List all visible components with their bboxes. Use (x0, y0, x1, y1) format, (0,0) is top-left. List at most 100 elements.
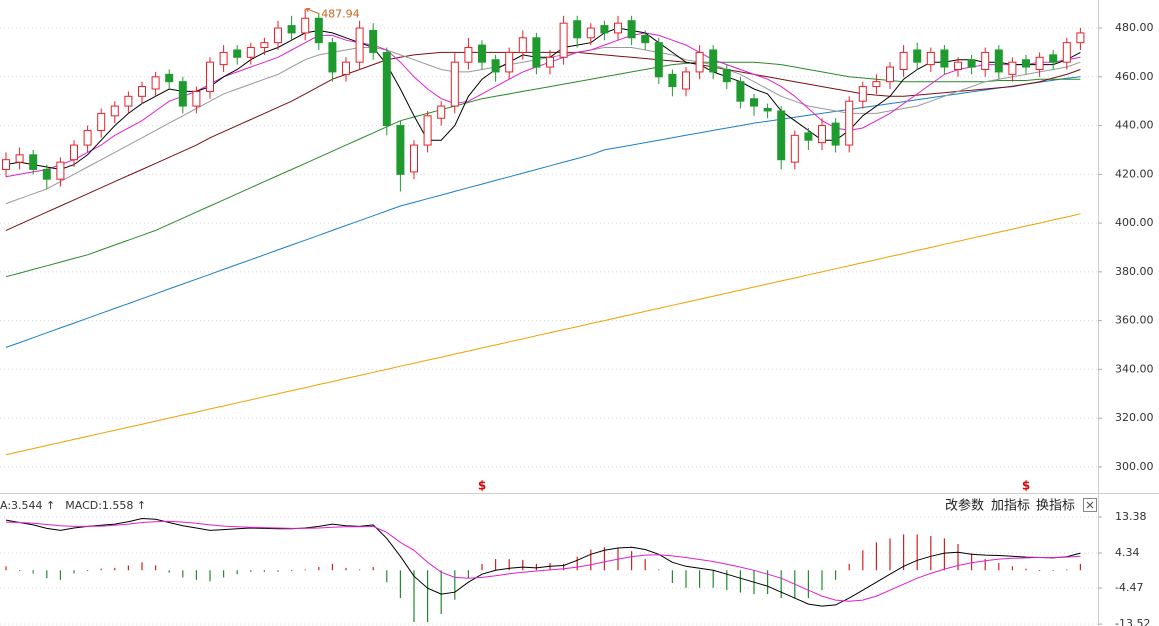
candle-body (355, 27, 364, 63)
candle (994, 45, 1003, 80)
candle-body (206, 61, 214, 92)
close-button[interactable] (1083, 498, 1097, 512)
moving-average-line (5, 47, 1081, 205)
candle-body (981, 51, 990, 70)
candle-body (926, 51, 935, 66)
button-edit-params[interactable]: 改参数 (945, 498, 984, 514)
candle-body (464, 47, 473, 63)
candle (559, 15, 568, 65)
candle (165, 69, 174, 89)
candle-body (396, 125, 405, 175)
candle (233, 45, 242, 65)
moving-average-line (5, 76, 1081, 348)
candle (396, 120, 405, 192)
candle (627, 15, 636, 46)
candle-body (478, 44, 486, 63)
candle-body (29, 154, 38, 170)
candle-body (736, 81, 745, 102)
button-switch-indicator[interactable]: 换指标 (1036, 499, 1075, 514)
candle (260, 37, 269, 55)
candle-body (1035, 56, 1044, 70)
candle-body (600, 25, 609, 34)
candle (886, 62, 894, 89)
candle (763, 103, 772, 119)
candle (124, 91, 133, 114)
y-tick-label: 480.00 (1115, 21, 1154, 34)
candle-body (15, 154, 24, 163)
candle-body (178, 81, 187, 107)
candle (818, 118, 826, 150)
candle-body (750, 98, 758, 107)
candle (464, 37, 473, 70)
indicator-label: A:3.544 ↑ (0, 499, 55, 512)
candle (804, 128, 813, 150)
candle-body (83, 129, 92, 146)
candle-body (614, 22, 622, 34)
candle (967, 54, 976, 75)
candle (899, 45, 908, 77)
candle-body (559, 22, 568, 58)
candle-body (301, 17, 310, 34)
candle (858, 81, 867, 109)
candle-body (382, 51, 391, 127)
y-tick-label: 13.38 (1115, 510, 1147, 523)
candle (478, 40, 486, 70)
candle (15, 147, 24, 170)
candle (2, 152, 10, 177)
candle-body (97, 112, 106, 131)
candle-body (2, 159, 10, 170)
button-add-indicator[interactable]: 加指标 (991, 499, 1030, 514)
moving-average-line (5, 51, 1081, 231)
candle (342, 57, 350, 82)
candle-body (260, 42, 269, 49)
candle (573, 15, 582, 48)
candle-body (532, 37, 541, 68)
candle-body (70, 144, 78, 161)
candle (736, 76, 745, 109)
candle-body (858, 86, 867, 102)
candle (505, 47, 514, 80)
candle-body (586, 27, 595, 39)
candle (641, 30, 650, 50)
candle (654, 37, 663, 85)
candle-body (1049, 54, 1058, 63)
candle (206, 57, 214, 99)
candle-body (450, 61, 459, 107)
candle-body (641, 34, 650, 44)
candle (328, 37, 337, 82)
candle (410, 140, 418, 180)
candle-body (546, 56, 554, 68)
candle-body (369, 29, 378, 53)
candle-body (899, 51, 908, 70)
candle-body (573, 20, 582, 39)
candle (42, 164, 51, 189)
candle-body (138, 86, 146, 97)
candle-body (709, 49, 718, 73)
candle (1035, 52, 1044, 77)
candle-body (831, 122, 840, 146)
candle (668, 69, 677, 97)
candle-body (151, 76, 160, 90)
candle-body (1022, 59, 1030, 68)
candle-body (763, 107, 772, 112)
candle-body (505, 51, 514, 73)
candle-body (777, 110, 786, 161)
candle (219, 45, 228, 72)
candle (682, 67, 690, 97)
candle (450, 52, 459, 114)
candle (954, 57, 962, 77)
candle (192, 86, 201, 114)
candle (110, 101, 119, 124)
candle-body (654, 42, 663, 78)
candle-body (818, 125, 826, 144)
candle-body (913, 49, 922, 63)
candle (138, 81, 146, 104)
candle (831, 118, 840, 153)
y-tick-label: 4.34 (1115, 546, 1140, 559)
candle (1008, 57, 1017, 82)
candle (287, 15, 296, 41)
indicator-label: MACD:1.558 ↑ (65, 499, 146, 512)
candle-body (940, 49, 949, 68)
candle-body (56, 161, 65, 180)
